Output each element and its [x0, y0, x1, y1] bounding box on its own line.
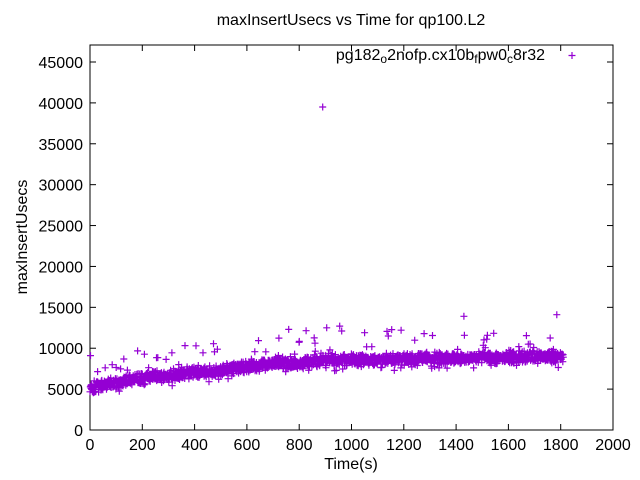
legend-series-label: pg182o2nofp.cx10bfpw0c8r32: [336, 47, 545, 66]
svg-text:1400: 1400: [438, 437, 474, 454]
svg-text:25000: 25000: [39, 219, 84, 236]
chart-title: maxInsertUsecs vs Time for qp100.L2: [217, 12, 486, 29]
y-axis-label: maxInsertUsecs: [14, 180, 31, 295]
legend: pg182o2nofp.cx10bfpw0c8r32: [336, 47, 576, 66]
svg-text:40000: 40000: [39, 96, 84, 113]
svg-text:35000: 35000: [39, 137, 84, 154]
svg-text:1600: 1600: [491, 437, 527, 454]
svg-text:2000: 2000: [595, 437, 631, 454]
svg-text:20000: 20000: [39, 259, 84, 276]
y-tick-labels: 0 5000 10000 15000 20000 25000 30000 35000 40000…: [39, 55, 84, 440]
svg-text:1800: 1800: [543, 437, 579, 454]
svg-text:30000: 30000: [39, 178, 84, 195]
svg-text:0: 0: [86, 437, 95, 454]
svg-text:15000: 15000: [39, 300, 84, 317]
svg-text:800: 800: [286, 437, 313, 454]
axis-ticks: [89, 45, 614, 431]
svg-text:0: 0: [74, 423, 83, 440]
svg-text:5000: 5000: [47, 382, 83, 399]
svg-text:10000: 10000: [39, 341, 84, 358]
svg-text:1000: 1000: [334, 437, 370, 454]
svg-text:1200: 1200: [386, 437, 422, 454]
x-tick-labels: 0 200 400 600 800 1000 1200 1400 1600 1800 2000: [86, 437, 631, 454]
data-points-plus-markers: [86, 103, 567, 397]
svg-text:200: 200: [129, 437, 156, 454]
svg-text:400: 400: [181, 437, 208, 454]
svg-text:45000: 45000: [39, 55, 84, 72]
x-axis-label: Time(s): [324, 456, 378, 473]
svg-text:600: 600: [234, 437, 261, 454]
legend-plus-marker-icon: [568, 52, 576, 59]
